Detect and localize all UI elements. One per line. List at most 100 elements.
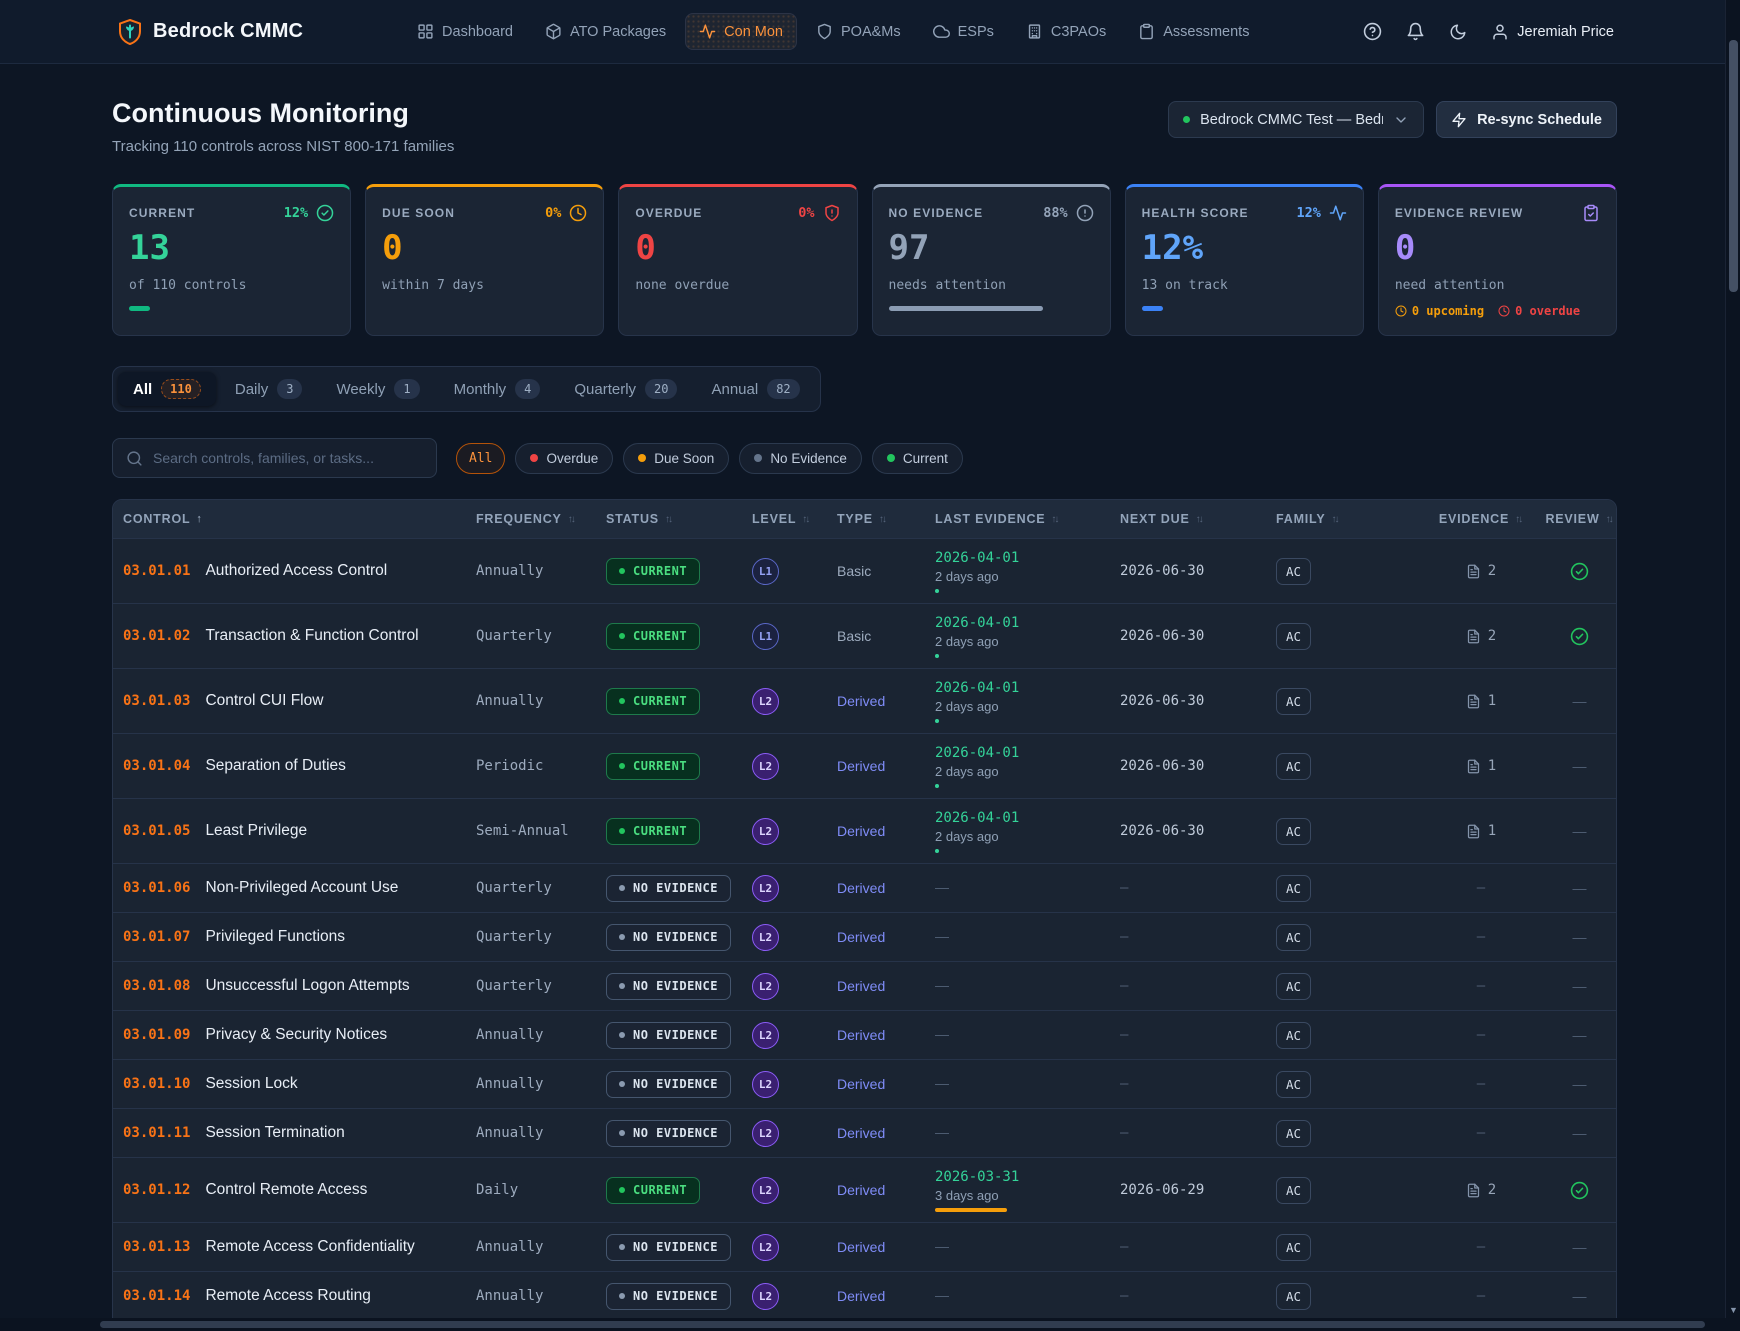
sort-icon: ↑↓ (802, 513, 810, 525)
frequency-cell: Quarterly (476, 880, 552, 896)
table-row-03.01.08[interactable]: 03.01.08 Unsuccessful Logon Attempts Quart… (113, 961, 1616, 1010)
evidence-count-cell: — (1421, 880, 1541, 896)
tab-all[interactable]: All 110 (118, 372, 216, 406)
control-id: 03.01.07 (123, 929, 191, 945)
table-row-03.01.05[interactable]: 03.01.05 Least Privilege Semi-Annual CURREN… (113, 798, 1616, 863)
sort-icon: ↑↓ (664, 513, 673, 525)
tab-label: Quarterly (574, 380, 637, 398)
user-menu[interactable]: Jeremiah Price (1491, 23, 1614, 41)
empty-dash: — (1476, 880, 1486, 896)
control-id: 03.01.08 (123, 978, 191, 994)
table-row-03.01.03[interactable]: 03.01.03 Control CUI Flow Annually CURRENT L… (113, 668, 1616, 733)
theme-moon-icon[interactable] (1449, 23, 1467, 41)
column-header-status[interactable]: STATUS ↑↓ (598, 512, 744, 526)
evidence-freshness-bar (935, 718, 939, 723)
table-header-row: CONTROL ↑ FREQUENCY ↑↓ STATUS ↑↓ LEVEL ↑↓ TYPE ↑↓… (113, 500, 1616, 538)
package-selector-dropdown[interactable]: Bedrock CMMC Test — Bedrock CN (1168, 101, 1425, 138)
brand[interactable]: Bedrock CMMC (118, 18, 303, 45)
family-badge: AC (1276, 1233, 1312, 1261)
nav-item-poa-ms[interactable]: POA&Ms (803, 14, 914, 49)
review-approved-check-icon[interactable] (1570, 627, 1589, 646)
column-header-family[interactable]: FAMILY ↑↓ (1268, 512, 1421, 526)
resync-schedule-button[interactable]: Re-sync Schedule (1436, 101, 1617, 138)
evidence-freshness-bar (935, 1207, 1007, 1212)
evidence-count-cell: 2 (1421, 563, 1541, 579)
empty-dash: — (1476, 1076, 1486, 1092)
column-header-label: CONTROL (123, 512, 191, 526)
tab-weekly[interactable]: Weekly 1 (321, 372, 434, 406)
horizontal-scrollbar[interactable] (0, 1318, 1740, 1331)
table-row-03.01.04[interactable]: 03.01.04 Separation of Duties Periodic CURR… (113, 733, 1616, 798)
column-header-next-due[interactable]: NEXT DUE ↑↓ (1112, 512, 1268, 526)
table-row-03.01.02[interactable]: 03.01.02 Transaction & Function Control Qu… (113, 603, 1616, 668)
card-subtext: need attention (1394, 278, 1505, 293)
table-row-03.01.07[interactable]: 03.01.07 Privileged Functions Quarterly NO … (113, 912, 1616, 961)
column-header-last-evidence[interactable]: LAST EVIDENCE ↑↓ (927, 512, 1112, 526)
package-status-dot (1183, 116, 1191, 123)
nav-item-c3paos[interactable]: C3PAOs (1013, 14, 1119, 49)
family-badge: AC (1276, 923, 1312, 951)
filter-chip-current[interactable]: Current (871, 442, 963, 474)
filter-chip-due-soon[interactable]: Due Soon (623, 442, 730, 474)
control-id: 03.01.06 (123, 880, 191, 896)
table-row-03.01.06[interactable]: 03.01.06 Non-Privileged Account Use Quarte… (113, 863, 1616, 912)
column-header-level[interactable]: LEVEL ↑↓ (744, 512, 829, 526)
type-cell: Derived (837, 1239, 886, 1255)
control-name: Remote Access Routing (205, 1287, 371, 1304)
search-icon (126, 450, 143, 467)
nav-item-assessments[interactable]: Assessments (1125, 14, 1262, 49)
filter-chip-overdue[interactable]: Overdue (515, 442, 614, 474)
table-row-03.01.10[interactable]: 03.01.10 Session Lock Annually NO EVIDENCE L… (113, 1059, 1616, 1108)
evidence-count-cell: — (1421, 978, 1541, 994)
nav-item-dashboard[interactable]: Dashboard (404, 14, 526, 49)
family-badge: AC (1276, 1070, 1312, 1098)
review-approved-check-icon[interactable] (1570, 562, 1589, 581)
tab-label: Weekly (336, 380, 386, 398)
review-approved-check-icon[interactable] (1570, 1181, 1589, 1200)
empty-dash: — (935, 1124, 949, 1140)
column-header-frequency[interactable]: FREQUENCY ↑↓ (468, 512, 598, 526)
card-label: EVIDENCE REVIEW (1394, 206, 1524, 220)
file-text-icon (1466, 694, 1481, 709)
nav-item-label: ATO Packages (569, 23, 667, 40)
evidence-count: 1 (1487, 823, 1497, 839)
column-header-review[interactable]: REVIEW ↑↓ (1541, 512, 1616, 526)
filter-chip-all[interactable]: All (456, 442, 506, 474)
nav-item-esps[interactable]: ESPs (920, 14, 1007, 49)
last-evidence-ago: 2 days ago (935, 568, 999, 584)
column-header-control[interactable]: CONTROL ↑ (113, 512, 468, 526)
nav-item-con-mon[interactable]: Con Mon (685, 13, 797, 50)
filter-chip-no-evidence[interactable]: No Evidence (739, 442, 862, 474)
table-row-03.01.11[interactable]: 03.01.11 Session Termination Annually NO EV… (113, 1108, 1616, 1157)
horizontal-scrollbar-thumb[interactable] (100, 1321, 1705, 1328)
tab-daily[interactable]: Daily 3 (220, 372, 318, 406)
table-row-03.01.12[interactable]: 03.01.12 Control Remote Access Daily CURREN… (113, 1157, 1616, 1222)
tab-annual[interactable]: Annual 82 (696, 372, 814, 406)
last-evidence-date: 2026-04-01 (935, 549, 1020, 566)
help-icon[interactable] (1363, 22, 1382, 41)
evidence-count-cell: 1 (1421, 823, 1541, 839)
tab-monthly[interactable]: Monthly 4 (439, 372, 556, 406)
column-header-type[interactable]: TYPE ↑↓ (829, 512, 927, 526)
vertical-scrollbar[interactable]: ▼ (1725, 0, 1740, 1318)
last-evidence-cell: — (927, 977, 1112, 995)
stat-card-evidence-review: EVIDENCE REVIEW 0 need attention 0 upcoming… (1377, 184, 1617, 336)
scroll-down-arrow-icon[interactable]: ▼ (1729, 1305, 1738, 1315)
control-id: 03.01.01 (123, 563, 191, 579)
tab-quarterly[interactable]: Quarterly 20 (559, 372, 692, 406)
last-evidence-cell: — (927, 1124, 1112, 1142)
column-header-evidence[interactable]: EVIDENCE ↑↓ (1421, 512, 1541, 526)
last-evidence-date: 2026-03-31 (935, 1168, 1020, 1185)
table-row-03.01.14[interactable]: 03.01.14 Remote Access Routing Annually NO … (113, 1271, 1616, 1320)
table-row-03.01.01[interactable]: 03.01.01 Authorized Access Control Annuall… (113, 538, 1616, 603)
table-row-03.01.13[interactable]: 03.01.13 Remote Access Confidentiality Ann… (113, 1222, 1616, 1271)
nav-item-ato-packages[interactable]: ATO Packages (532, 14, 679, 49)
vertical-scrollbar-thumb[interactable] (1729, 40, 1738, 292)
status-badge: CURRENT (606, 557, 701, 585)
tab-label: All (133, 380, 153, 398)
search-input[interactable] (153, 450, 423, 466)
status-dot (619, 934, 625, 940)
table-row-03.01.09[interactable]: 03.01.09 Privacy & Security Notices Annual… (113, 1010, 1616, 1059)
status-badge: NO EVIDENCE (606, 1021, 731, 1049)
notifications-bell-icon[interactable] (1406, 22, 1425, 41)
